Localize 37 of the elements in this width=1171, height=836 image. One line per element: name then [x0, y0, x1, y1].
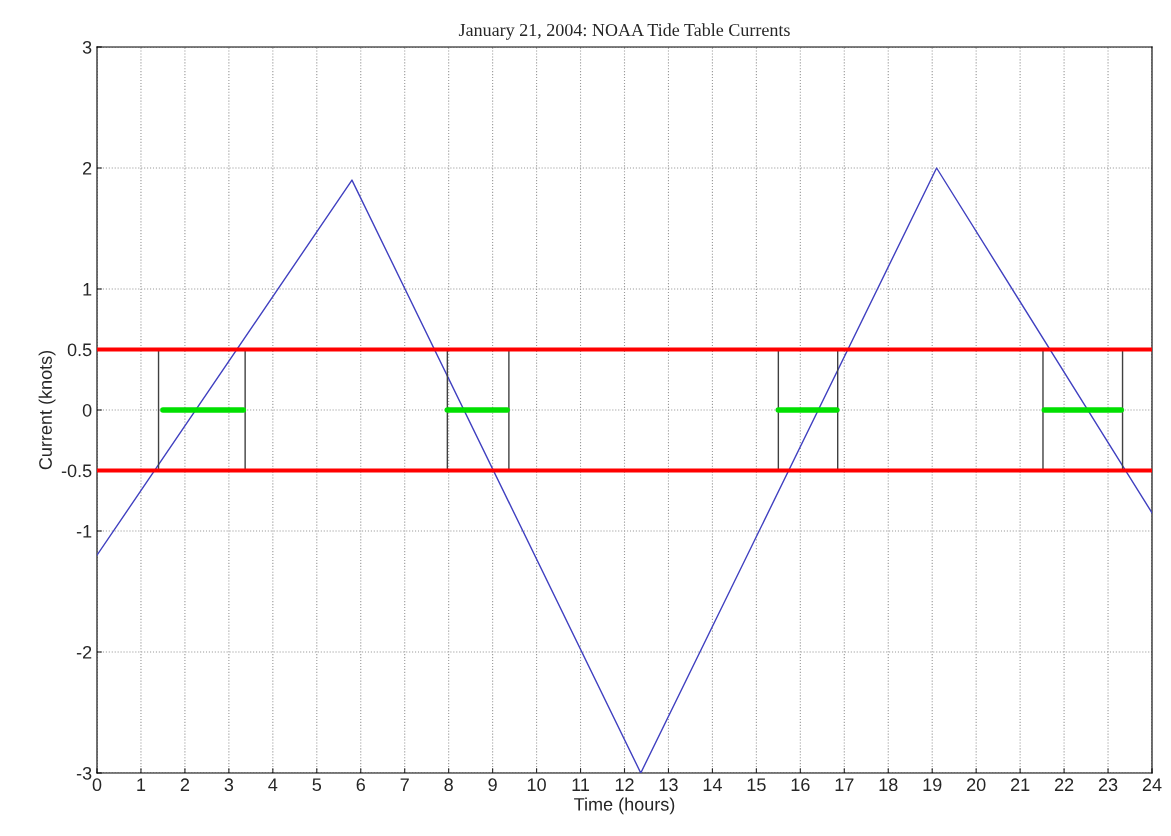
y-tick-label: -0.5 — [61, 464, 92, 478]
x-tick-label: 18 — [879, 778, 898, 792]
y-tick-label: 3 — [82, 40, 92, 54]
x-tick-label: 19 — [923, 778, 942, 792]
x-tick-label: 23 — [1098, 778, 1118, 792]
x-tick-label: 15 — [747, 778, 766, 792]
x-tick-label: 17 — [835, 778, 854, 791]
x-tick-label: 4 — [268, 778, 278, 791]
x-tick-label: 1 — [137, 778, 146, 791]
x-tick-label: 14 — [703, 778, 722, 791]
x-tick-label: 6 — [356, 778, 365, 792]
y-tick-label: 0 — [82, 403, 92, 417]
x-tick-label: 10 — [527, 778, 546, 792]
x-tick-label: 13 — [659, 778, 678, 792]
x-tick-label: 22 — [1054, 778, 1074, 791]
x-tick-label: 7 — [400, 778, 409, 791]
x-tick-label: 5 — [312, 778, 322, 792]
x-tick-label: 3 — [224, 778, 234, 792]
y-tick-label: -3 — [76, 766, 92, 780]
x-tick-label: 21 — [1010, 778, 1030, 791]
x-axis-title: Time (hours) — [574, 797, 675, 815]
y-tick-label: 2 — [83, 161, 92, 175]
y-tick-label: 0.5 — [67, 343, 92, 357]
y-tick-label: -1 — [76, 525, 92, 538]
y-axis-title: Current (knots) — [38, 350, 56, 470]
x-tick-label: 2 — [180, 778, 190, 791]
x-tick-label: 16 — [791, 778, 810, 792]
x-tick-label: 9 — [488, 778, 497, 792]
x-tick-label: 12 — [615, 778, 634, 791]
y-tick-label: -2 — [76, 645, 92, 659]
x-tick-label: 24 — [1142, 778, 1162, 791]
chart-title: January 21, 2004: NOAA Tide Table Currents — [458, 23, 790, 40]
x-tick-label: 11 — [572, 778, 590, 791]
x-tick-label: 8 — [444, 778, 453, 792]
x-tick-label: 0 — [92, 778, 102, 792]
y-tick-label: 1 — [83, 283, 92, 296]
x-tick-label: 20 — [967, 778, 986, 792]
